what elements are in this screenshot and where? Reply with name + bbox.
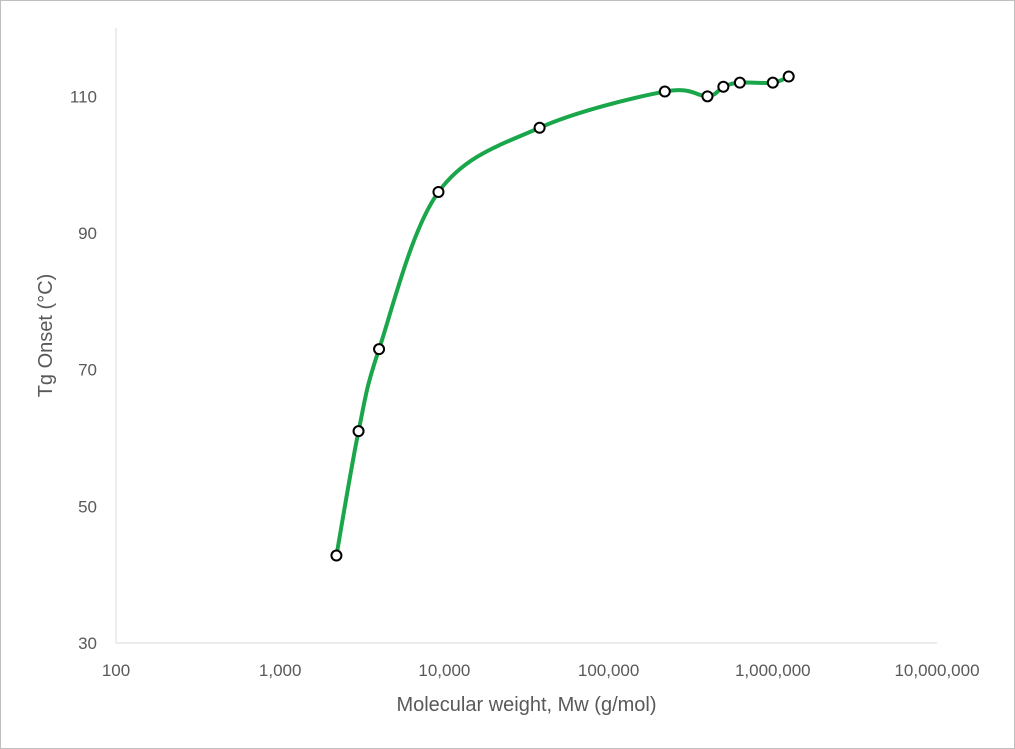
data-point	[533, 121, 546, 134]
x-tick-labels: 100 1,000 10,000 100,000 1,000,000 10,000,000	[102, 661, 980, 680]
data-point	[733, 76, 746, 89]
y-tick-label: 50	[78, 497, 97, 516]
y-tick-labels: 30 50 70 90 110	[70, 87, 97, 653]
x-tick-label: 100,000	[578, 661, 639, 680]
data-point	[432, 186, 445, 198]
x-tick-label: 1,000	[259, 661, 302, 680]
x-tick-label: 10,000,000	[894, 661, 979, 680]
y-tick-label: 110	[70, 87, 97, 106]
data-point	[766, 76, 779, 89]
x-tick-label: 10,000	[418, 661, 470, 680]
data-markers	[330, 70, 795, 562]
axes	[115, 28, 937, 644]
data-point	[717, 80, 730, 93]
x-tick-label: 100	[102, 661, 130, 680]
y-tick-label: 90	[78, 224, 97, 243]
y-tick-label: 70	[78, 361, 97, 380]
data-point	[701, 90, 714, 103]
x-axis-title: Molecular weight, Mw (g/mol)	[396, 694, 656, 716]
data-point	[352, 425, 365, 438]
data-point	[330, 549, 343, 562]
data-point	[658, 85, 671, 98]
y-tick-label: 30	[78, 634, 97, 653]
x-tick-label: 1,000,000	[735, 661, 811, 680]
series-line	[334, 74, 791, 558]
y-axis-title: Tg Onset (°C)	[35, 274, 57, 398]
data-point	[782, 70, 795, 83]
data-point	[373, 343, 386, 356]
